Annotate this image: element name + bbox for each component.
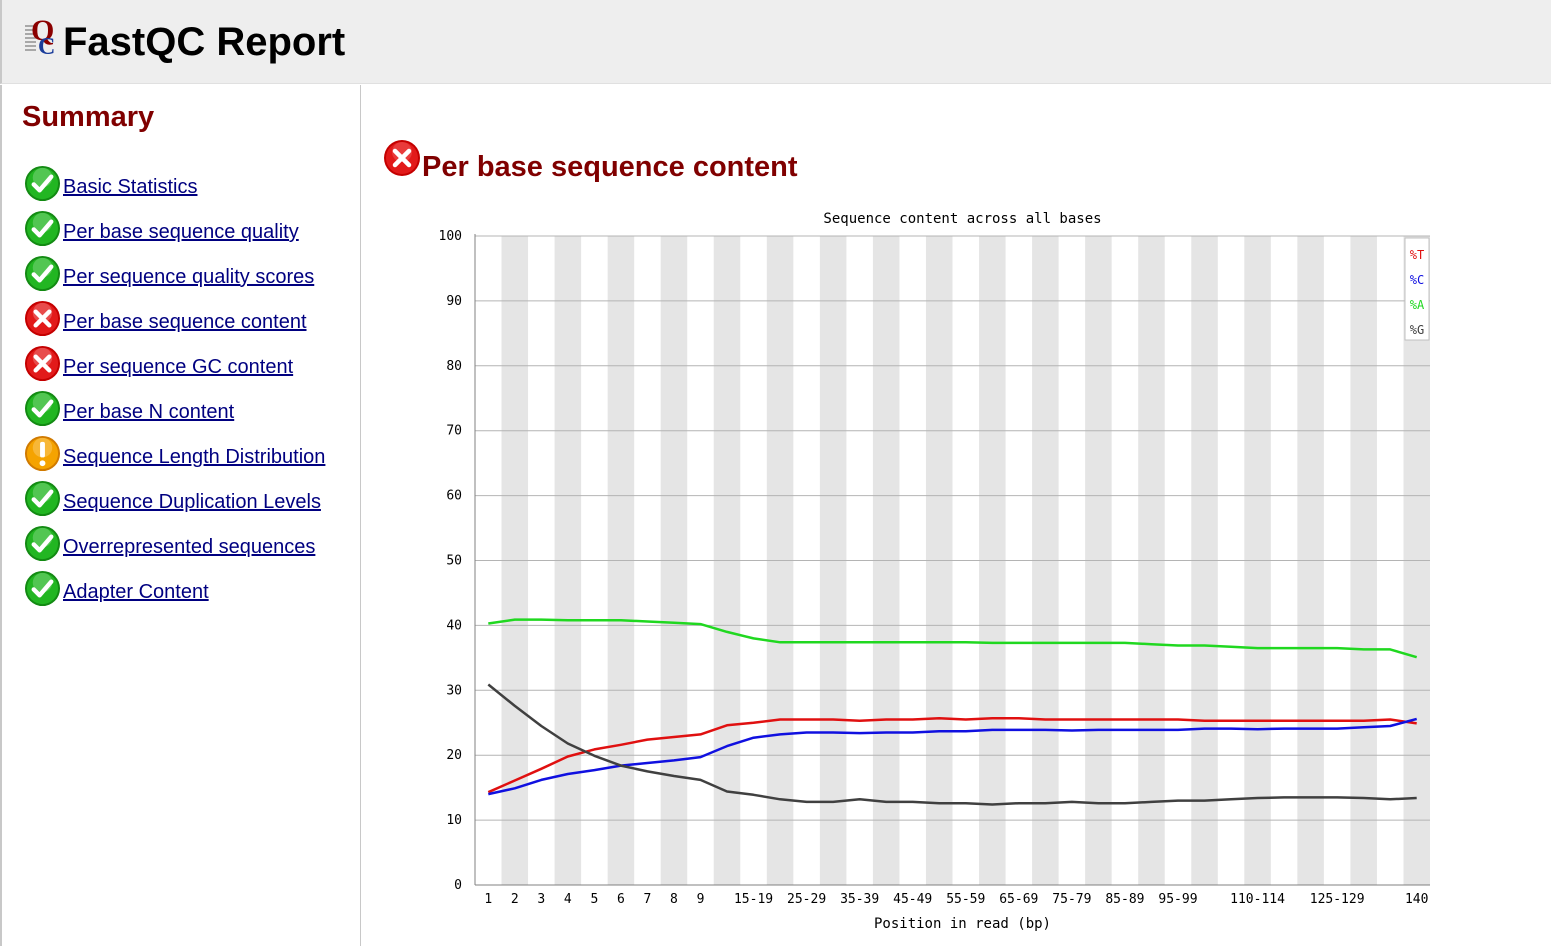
x-tick-label: 1 [484,892,492,907]
summary-sidebar: Summary Basic Statistics Per base sequenc… [0,85,361,946]
chart-title: Sequence content across all bases [823,211,1101,227]
legend-entry: %A [1410,298,1425,312]
x-tick-label: 110-114 [1230,892,1285,907]
svg-text:C: C [38,34,55,58]
y-tick-label: 70 [446,424,462,439]
x-tick-label: 45-49 [893,892,932,907]
check-icon [24,255,61,292]
x-tick-label: 4 [564,892,572,907]
module-link[interactable]: Adapter Content [63,581,209,603]
x-tick-label: 7 [644,892,652,907]
y-tick-label: 40 [446,618,462,633]
check-icon [24,390,61,427]
module-link[interactable]: Per base sequence quality [63,221,299,243]
legend [1404,237,1430,341]
report-header: Q C FastQC Report [0,0,1551,84]
x-tick-label: 125-129 [1310,892,1365,907]
summary-heading: Summary [22,101,155,133]
x-tick-label: 3 [537,892,545,907]
fail-icon [24,300,61,337]
legend-entry: %C [1410,273,1424,287]
x-tick-label: 15-19 [734,892,773,907]
check-icon [24,210,61,247]
x-tick-label: 75-79 [1052,892,1091,907]
y-tick-label: 90 [446,294,462,309]
module-link[interactable]: Per sequence GC content [63,356,294,378]
module-link[interactable]: Sequence Duplication Levels [63,491,321,513]
check-icon [24,525,61,562]
series-line [488,717,1418,796]
check-icon [24,165,61,202]
x-axis-label: Position in read (bp) [874,916,1051,932]
module-link[interactable]: Per base N content [63,401,235,423]
module-link[interactable]: Basic Statistics [63,176,198,198]
y-tick-label: 20 [446,748,462,763]
series-line [488,618,1418,659]
x-tick-label: 35-39 [840,892,879,907]
x-tick-label: 9 [697,892,705,907]
legend-entry: %T [1410,248,1424,262]
x-tick-label: 2 [511,892,519,907]
svg-text:Q: Q [31,14,54,47]
check-icon [24,480,61,517]
x-tick-label: 140 [1405,892,1428,907]
x-tick-label: 85-89 [1105,892,1144,907]
module-link[interactable]: Per sequence quality scores [63,266,315,288]
fail-icon [384,140,420,176]
y-tick-label: 0 [454,878,462,893]
sequence-content-chart: 0 10 20 30 40 50 60 70 80 90 100 1 2 3 4 5 6 7 8 9 15-19 25-2… [439,211,1430,932]
series-line [487,716,1417,794]
x-tick-label: 5 [590,892,598,907]
y-tick-label: 30 [446,683,462,698]
y-tick-label: 10 [446,813,462,828]
fastqc-logo-icon: Q C [25,14,55,58]
y-tick-label: 100 [439,229,462,244]
x-tick-label: 25-29 [787,892,826,907]
x-tick-label: 8 [670,892,678,907]
module-link[interactable]: Sequence Length Distribution [63,446,326,468]
module-link[interactable]: Overrepresented sequences [63,536,316,558]
x-tick-label: 95-99 [1158,892,1197,907]
fail-icon [24,345,61,382]
module-link[interactable]: Per base sequence content [63,311,307,333]
x-tick-label: 65-69 [999,892,1038,907]
x-tick-label: 55-59 [946,892,985,907]
main-content: Per base sequence content 0 10 20 30 40 50 60 7… [362,85,1551,946]
warning-icon [24,435,61,472]
report-title: FastQC Report [63,20,346,64]
x-tick-label: 6 [617,892,625,907]
section-title: Per base sequence content [422,151,798,183]
y-tick-label: 60 [446,489,462,504]
series-line [487,683,1417,806]
y-tick-label: 80 [446,359,462,374]
check-icon [24,570,61,607]
legend-entry: %G [1410,323,1424,337]
y-tick-label: 50 [446,554,462,569]
